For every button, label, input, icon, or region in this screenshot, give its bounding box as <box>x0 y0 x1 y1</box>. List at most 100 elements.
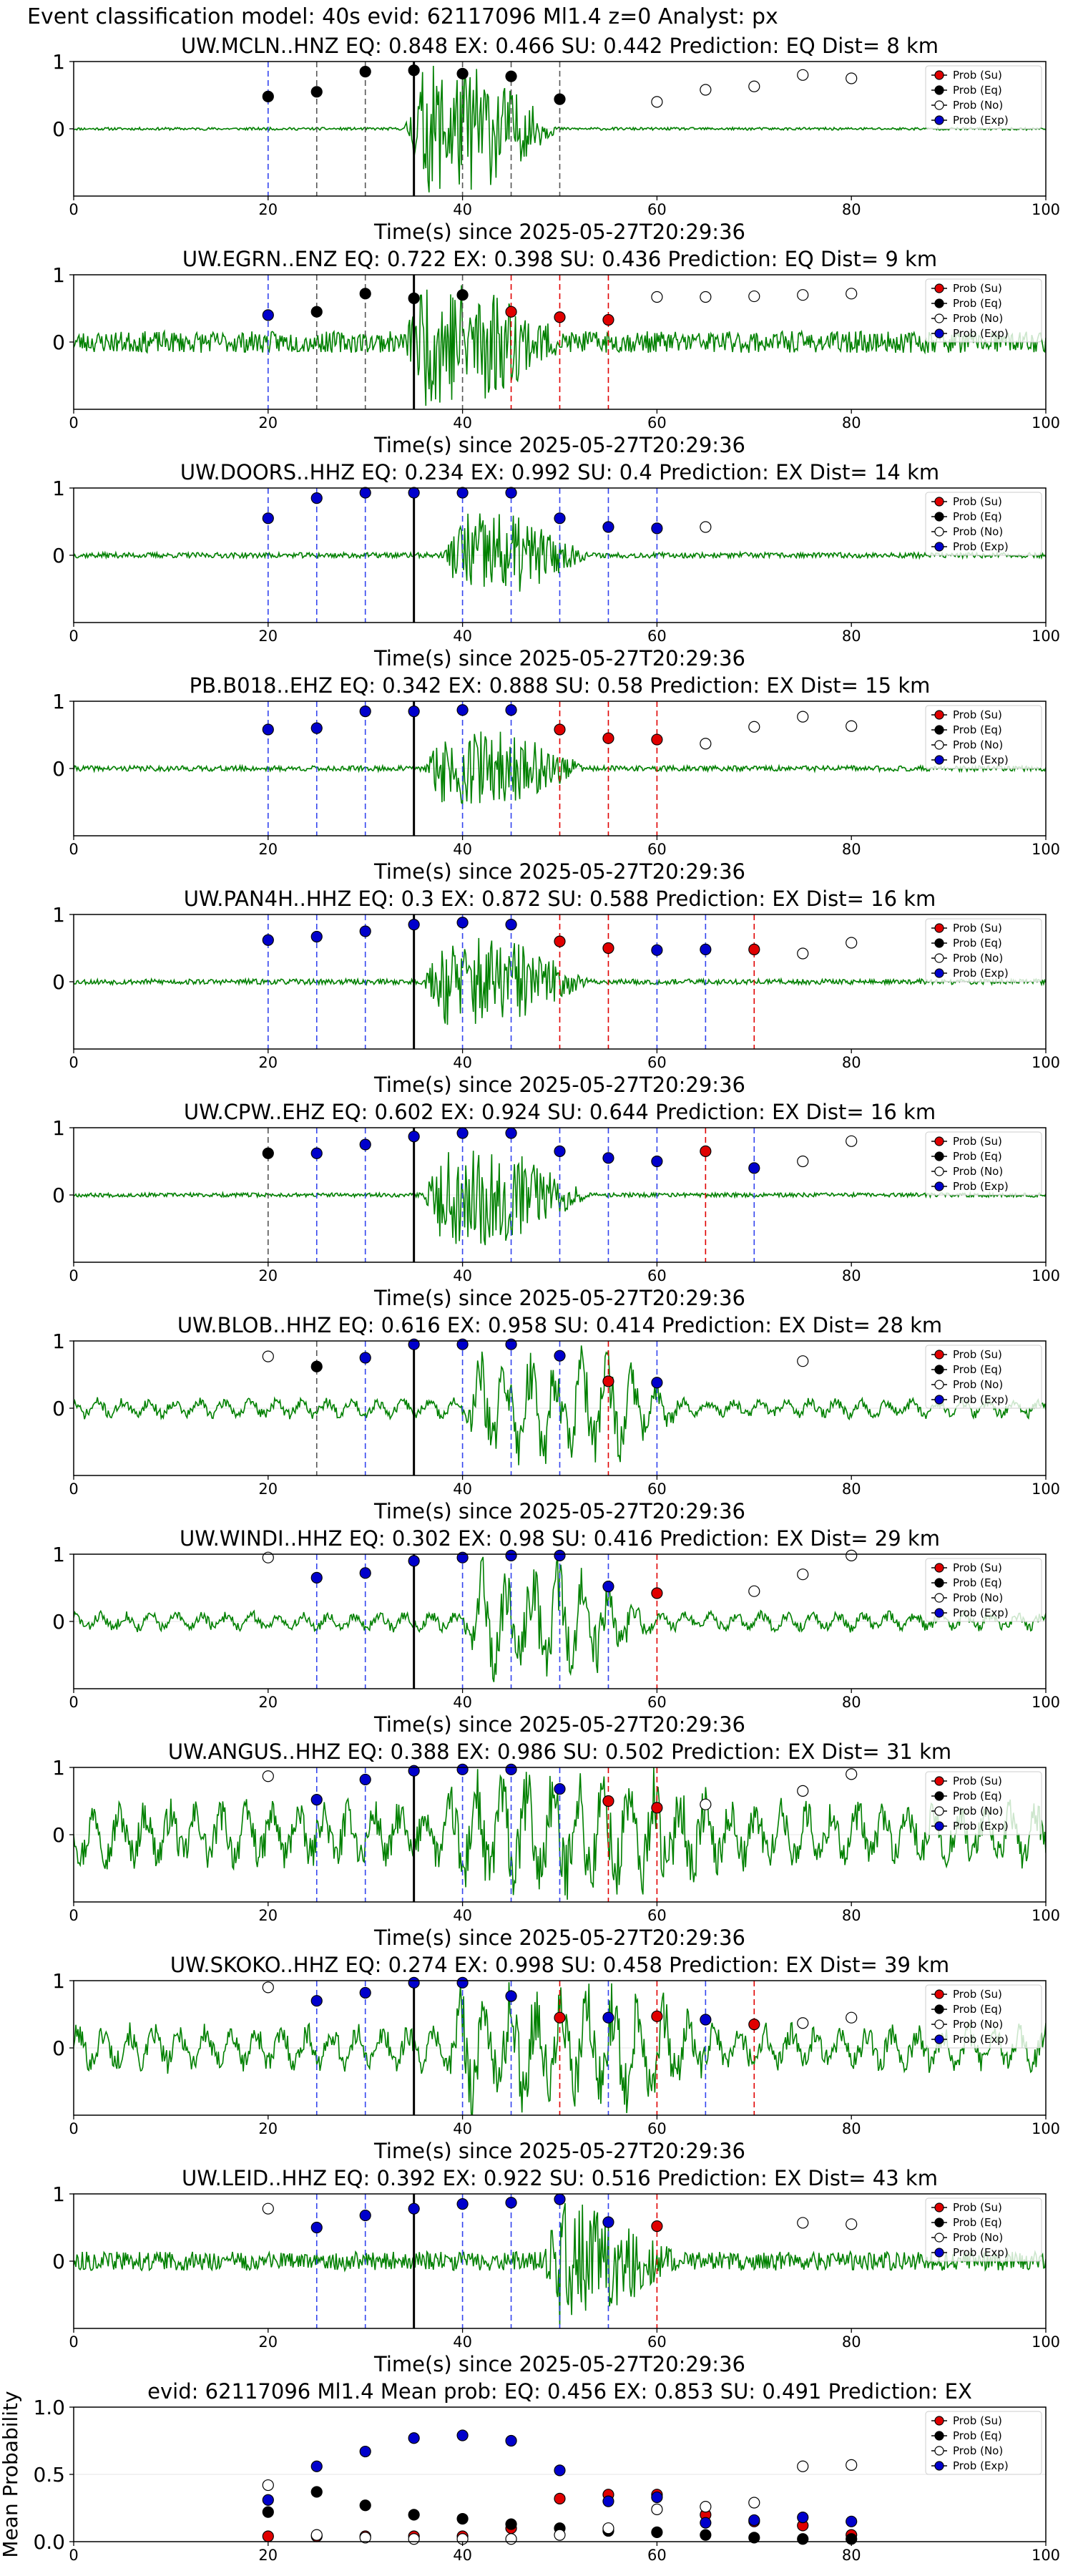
x-tick-label: 60 <box>647 414 667 431</box>
point-exp <box>408 1338 420 1350</box>
x-tick-label: 100 <box>1032 201 1060 218</box>
point-su <box>651 1587 663 1599</box>
point-exp <box>359 2209 371 2222</box>
legend-marker-su <box>934 710 944 720</box>
legend-label-exp: Prob (Exp) <box>953 327 1009 340</box>
point-no <box>310 2529 323 2541</box>
x-tick-label: 40 <box>453 1694 472 1711</box>
point-no <box>797 711 809 723</box>
panel-12: evid: 62117096 Ml1.4 Mean prob: EQ: 0.45… <box>0 2379 1060 2564</box>
x-tick-label: 80 <box>842 414 861 431</box>
y-tick-label: 0 <box>52 544 65 567</box>
point-no <box>846 72 858 84</box>
point-exp <box>700 2517 712 2529</box>
x-tick-label: 40 <box>453 201 472 218</box>
point-eq <box>554 93 566 105</box>
legend-box <box>925 1558 1042 1622</box>
legend-label-exp: Prob (Exp) <box>953 2246 1009 2259</box>
point-exp <box>505 918 517 931</box>
point-no <box>700 521 712 533</box>
legend-marker-no <box>934 100 944 110</box>
point-su <box>602 1795 614 1807</box>
x-tick-label: 40 <box>453 1480 472 1498</box>
legend-label-no: Prob (No) <box>953 2018 1003 2031</box>
x-tick-label: 100 <box>1032 2547 1060 2564</box>
point-su <box>651 733 663 746</box>
point-exp <box>505 704 517 716</box>
x-tick-label: 40 <box>453 1907 472 1924</box>
point-eq <box>262 90 274 102</box>
point-eq <box>748 2532 760 2544</box>
legend-box <box>925 278 1042 343</box>
x-axis-label: Time(s) since 2025-05-27T20:29:36 <box>373 1073 745 1097</box>
x-tick-label: 20 <box>258 2120 278 2137</box>
legend-label-exp: Prob (Exp) <box>953 2459 1009 2472</box>
point-no <box>748 1585 760 1597</box>
legend-box <box>925 1771 1042 1835</box>
legend-marker-exp <box>934 1608 944 1618</box>
legend-label-su: Prob (Su) <box>953 1348 1002 1361</box>
x-tick-label: 80 <box>842 1054 861 1071</box>
point-eq <box>456 67 469 80</box>
point-no <box>602 2522 614 2534</box>
y-tick-label: 1 <box>52 903 65 927</box>
point-exp <box>456 487 469 499</box>
x-tick-label: 0 <box>69 2120 78 2137</box>
legend-label-no: Prob (No) <box>953 525 1003 538</box>
legend-marker-exp <box>934 2461 944 2471</box>
y-tick-label: 1 <box>52 1756 65 1780</box>
y-tick-label: 1.0 <box>33 2396 65 2419</box>
legend-marker-su <box>934 70 944 80</box>
point-no <box>846 720 858 732</box>
point-su <box>602 732 614 744</box>
point-no <box>846 288 858 300</box>
legend-marker-eq <box>934 725 944 735</box>
x-tick-label: 80 <box>842 841 861 858</box>
point-exp <box>456 704 469 716</box>
x-axis-label: Time(s) since 2025-05-27T20:29:36 <box>373 1926 745 1950</box>
x-tick-label: 0 <box>69 1054 78 1071</box>
legend-marker-su <box>934 1776 944 1786</box>
legend-label-eq: Prob (Eq) <box>953 2216 1002 2229</box>
panel-9: UW.ANGUS..HHZ EQ: 0.388 EX: 0.986 SU: 0.… <box>52 1740 1060 1950</box>
point-exp <box>651 522 663 535</box>
point-exp <box>310 2460 323 2472</box>
point-exp <box>262 512 274 525</box>
legend-label-exp: Prob (Exp) <box>953 540 1009 553</box>
x-tick-label: 40 <box>453 841 472 858</box>
x-tick-label: 40 <box>453 2547 472 2564</box>
point-no <box>797 69 809 81</box>
point-eq <box>651 2526 663 2538</box>
point-exp <box>505 1549 517 1561</box>
point-no <box>408 2533 420 2545</box>
x-tick-label: 0 <box>69 628 78 645</box>
x-tick-label: 100 <box>1032 1054 1060 1071</box>
x-tick-label: 80 <box>842 2120 861 2137</box>
x-axis-label: Time(s) since 2025-05-27T20:29:36 <box>373 859 745 884</box>
x-axis-label: Time(s) since 2025-05-27T20:29:36 <box>373 2352 745 2376</box>
legend-label-su: Prob (Su) <box>953 69 1002 82</box>
x-tick-label: 60 <box>647 1907 667 1924</box>
point-exp <box>359 1773 371 1786</box>
waveform-trace <box>74 731 1046 806</box>
x-tick-label: 20 <box>258 2547 278 2564</box>
x-tick-label: 60 <box>647 841 667 858</box>
legend-marker-exp <box>934 1181 944 1191</box>
point-exp <box>408 1555 420 1567</box>
legend-label-su: Prob (Su) <box>953 708 1002 721</box>
legend-label-no: Prob (No) <box>953 2231 1003 2244</box>
legend-marker-no <box>934 1166 944 1176</box>
legend-label-su: Prob (Su) <box>953 1135 1002 1148</box>
x-tick-label: 0 <box>69 1267 78 1284</box>
panel-5: UW.PAN4H..HHZ EQ: 0.3 EX: 0.872 SU: 0.58… <box>52 887 1060 1097</box>
legend-label-eq: Prob (Eq) <box>953 510 1002 523</box>
x-tick-label: 0 <box>69 2547 78 2564</box>
legend-box <box>925 2197 1042 2262</box>
point-no <box>748 721 760 733</box>
x-tick-label: 80 <box>842 628 861 645</box>
point-exp <box>359 705 371 718</box>
legend-label-eq: Prob (Eq) <box>953 937 1002 950</box>
x-tick-label: 80 <box>842 2547 861 2564</box>
point-exp <box>310 1995 323 2007</box>
x-tick-label: 60 <box>647 1480 667 1498</box>
